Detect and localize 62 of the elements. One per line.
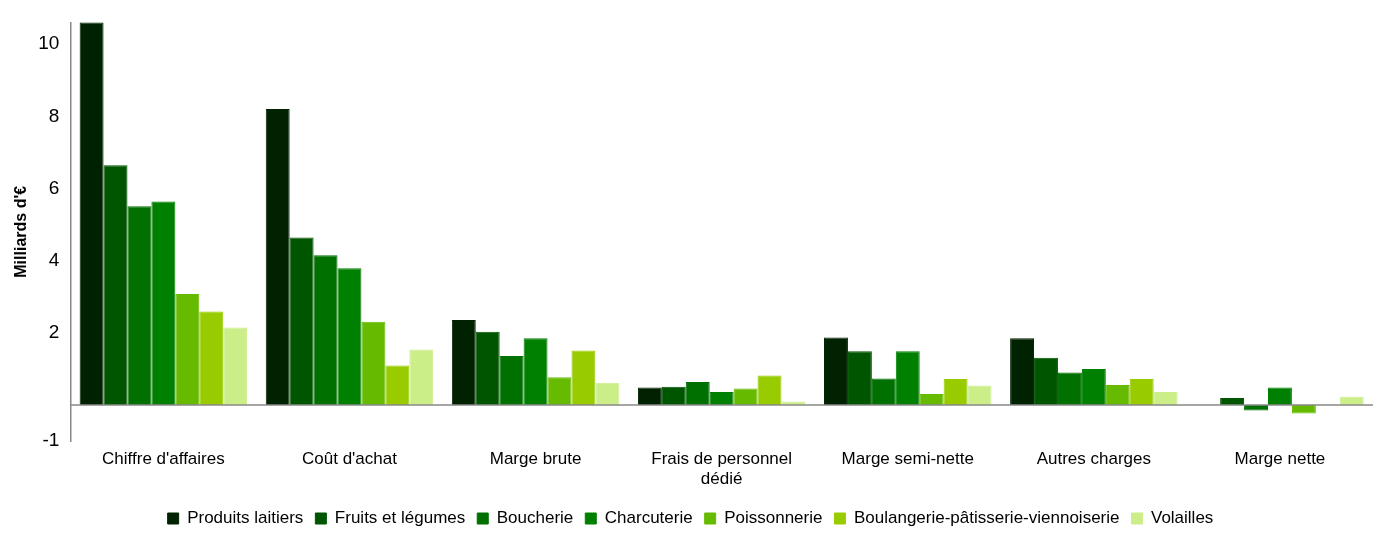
bar bbox=[475, 331, 500, 406]
y-axis-title: Milliards d'€ bbox=[12, 185, 30, 278]
y-tick-label: 2 bbox=[48, 321, 60, 343]
bar bbox=[1034, 357, 1058, 406]
bar bbox=[733, 388, 758, 406]
bar bbox=[637, 387, 662, 406]
x-tick-label: Frais de personnel dédié bbox=[651, 449, 793, 489]
bar bbox=[547, 377, 572, 406]
bar bbox=[967, 385, 992, 406]
legend-label: Poissonnerie bbox=[724, 508, 823, 528]
bar bbox=[1105, 384, 1130, 406]
y-tick-label: 8 bbox=[48, 104, 60, 126]
bar bbox=[1129, 379, 1154, 406]
bar bbox=[1153, 392, 1178, 406]
x-tick-label: Marge brute bbox=[489, 449, 582, 469]
bar bbox=[79, 22, 104, 406]
bar bbox=[175, 293, 200, 406]
bar bbox=[103, 165, 128, 406]
bar bbox=[289, 237, 314, 406]
bar bbox=[685, 381, 710, 406]
bar bbox=[824, 337, 848, 406]
bar bbox=[499, 356, 524, 406]
x-tick-label: Coût d'achat bbox=[302, 449, 398, 469]
bar bbox=[895, 351, 920, 406]
bar bbox=[871, 378, 896, 406]
legend-label: Produits laitiers bbox=[187, 508, 304, 528]
bar bbox=[661, 386, 686, 406]
bar bbox=[265, 109, 290, 406]
legend-label: Volailles bbox=[1150, 508, 1214, 528]
legend-label: Charcuterie bbox=[604, 508, 693, 528]
bar bbox=[223, 327, 248, 406]
y-tick-label: 6 bbox=[48, 176, 60, 198]
x-tick-label: Marge semi-nette bbox=[841, 449, 974, 469]
bar bbox=[1057, 372, 1082, 406]
y-tick-label: 4 bbox=[48, 248, 60, 270]
bar bbox=[1244, 405, 1268, 411]
bar bbox=[571, 350, 596, 406]
bar bbox=[1081, 368, 1106, 406]
legend-label: Boulangerie-pâtisserie-viennoiserie bbox=[853, 508, 1120, 528]
bar bbox=[337, 268, 362, 406]
bar bbox=[385, 365, 410, 406]
bar bbox=[757, 375, 782, 406]
bar bbox=[1267, 387, 1292, 406]
x-tick-label: Autres charges bbox=[1036, 449, 1152, 469]
x-tick-label: Chiffre d'affaires bbox=[102, 449, 225, 469]
bar bbox=[409, 349, 434, 406]
bar bbox=[523, 338, 548, 406]
bar bbox=[943, 379, 968, 406]
y-tick-label: -1 bbox=[42, 429, 60, 451]
y-tick-label: 10 bbox=[38, 32, 60, 54]
bar bbox=[595, 382, 620, 406]
bar bbox=[709, 392, 734, 406]
x-tick-label: Marge nette bbox=[1234, 449, 1326, 469]
bar bbox=[1010, 338, 1035, 406]
bar bbox=[151, 201, 176, 406]
bar bbox=[847, 351, 872, 406]
bar bbox=[199, 311, 224, 406]
bar bbox=[361, 321, 386, 406]
legend-label: Fruits et légumes bbox=[334, 508, 466, 528]
bar bbox=[451, 319, 476, 406]
legend-label: Boucherie bbox=[496, 508, 574, 528]
bar bbox=[313, 255, 338, 406]
